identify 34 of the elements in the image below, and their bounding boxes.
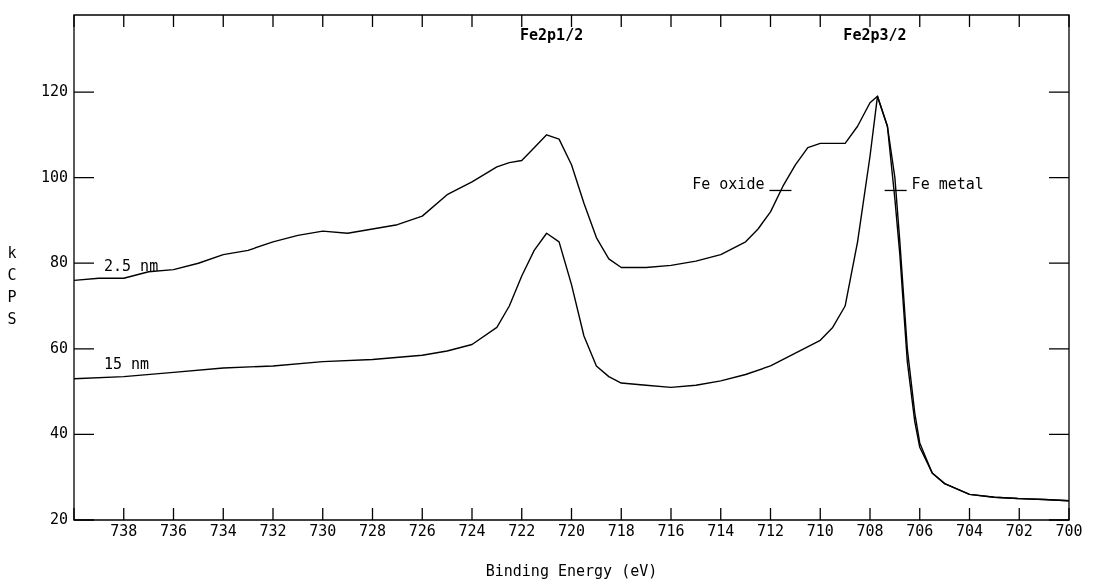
x-tick-label: 732 — [259, 521, 287, 540]
y-axis-title: kCPS — [7, 244, 17, 329]
x-tick-label: 712 — [756, 521, 785, 540]
y-tick-label: 40 — [49, 424, 68, 443]
x-tick-label: 710 — [806, 521, 834, 540]
x-tick-label: 704 — [955, 521, 984, 540]
annotation: Fe metal — [911, 174, 984, 193]
x-tick-label: 734 — [209, 521, 237, 540]
x-tick-label: 706 — [906, 521, 934, 540]
x-tick-label: 722 — [508, 521, 536, 540]
annotation: Fe oxide — [692, 174, 765, 193]
x-tick-label: 714 — [707, 521, 735, 540]
x-tick-label: 738 — [110, 521, 138, 540]
series-label: 15 nm — [104, 355, 150, 374]
x-tick-label: 702 — [1005, 521, 1033, 540]
x-tick-label: 716 — [657, 521, 685, 540]
x-tick-label: 724 — [458, 521, 486, 540]
y-tick-label: 20 — [49, 509, 68, 528]
x-tick-label: 718 — [607, 521, 635, 540]
x-tick-label: 736 — [159, 521, 188, 540]
x-axis-title: Binding Energy (eV) — [485, 561, 658, 580]
x-tick-label: 708 — [856, 521, 884, 540]
x-tick-label: 730 — [309, 521, 337, 540]
annotation: Fe2p3/2 — [843, 26, 907, 45]
annotation: Fe2p1/2 — [519, 26, 584, 45]
x-tick-label: 726 — [408, 521, 436, 540]
y-tick-label: 120 — [40, 81, 68, 100]
legend-label: 2.5 nm — [104, 256, 159, 275]
x-tick-label: 720 — [557, 521, 586, 540]
x-tick-label: 728 — [358, 521, 387, 540]
y-tick-label: 100 — [40, 167, 68, 186]
y-tick-label: 60 — [49, 338, 68, 357]
x-tick-label: 700 — [1055, 521, 1083, 540]
y-tick-label: 80 — [49, 253, 68, 272]
